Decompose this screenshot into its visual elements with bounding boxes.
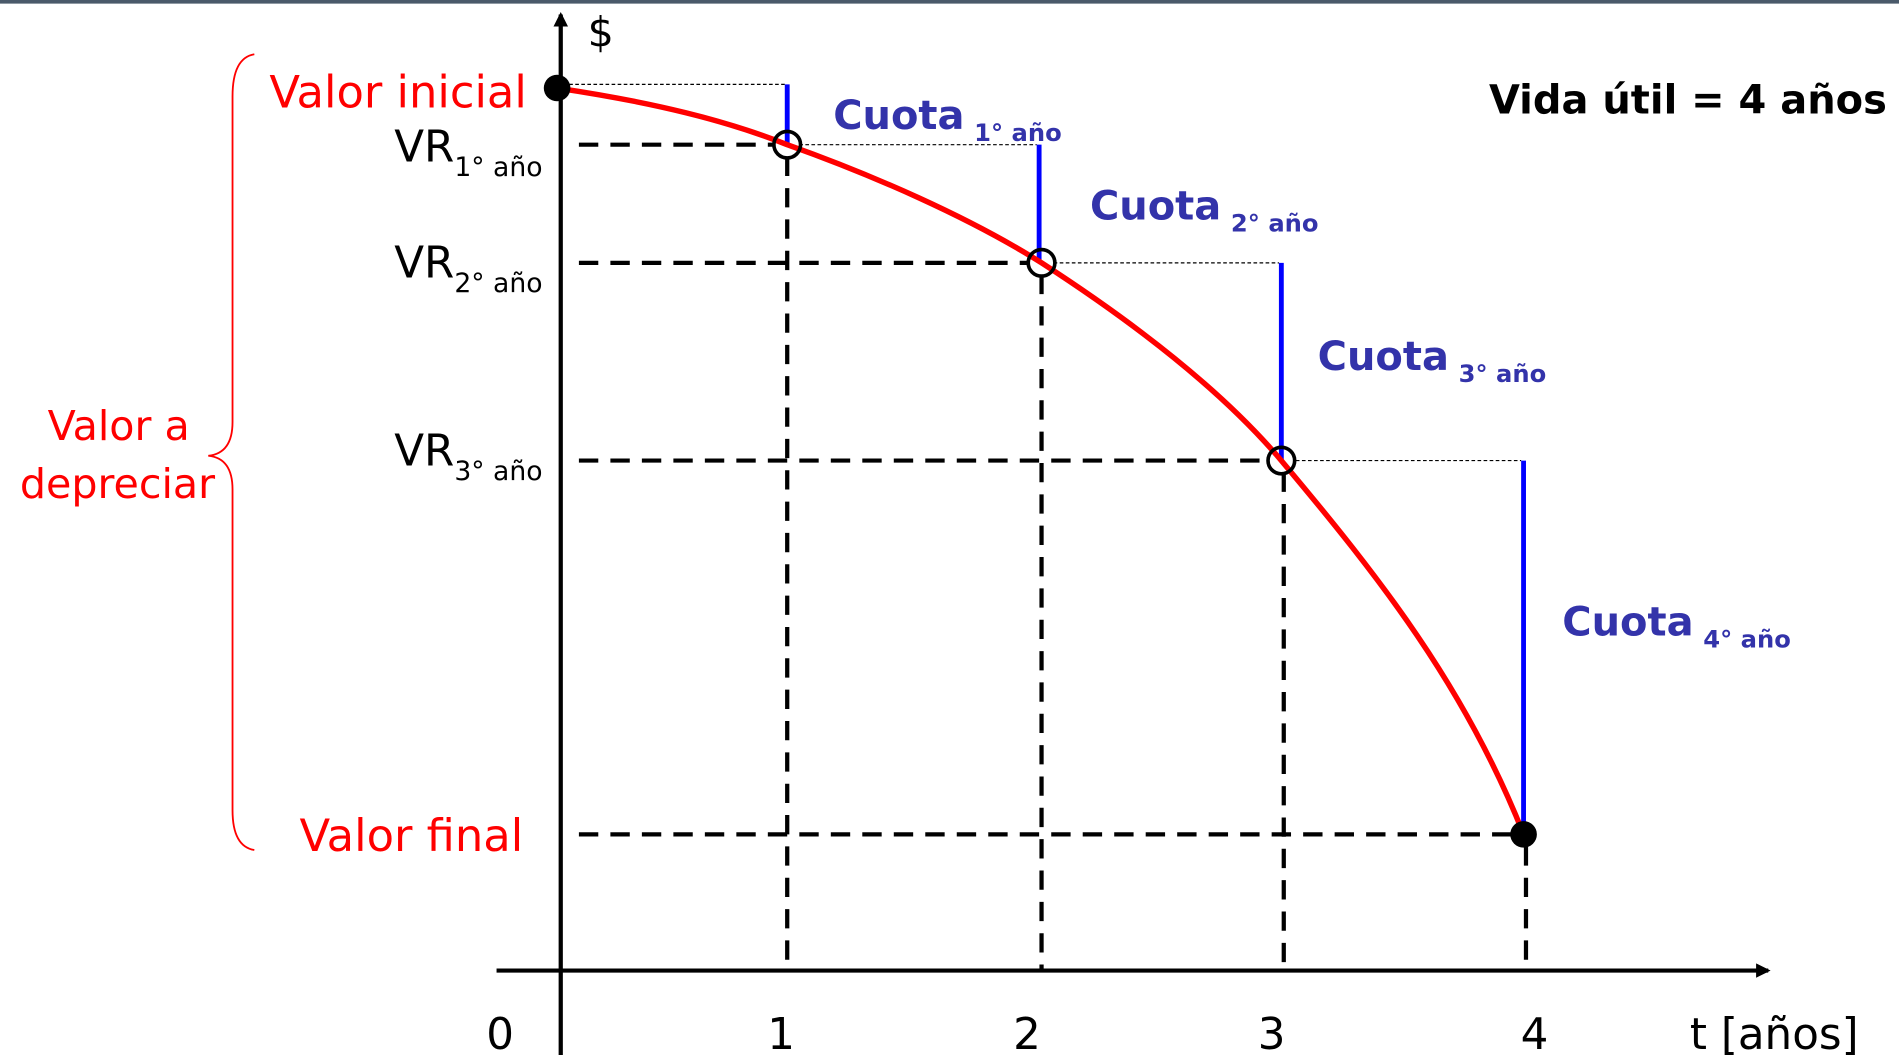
installment-sub: 3° año xyxy=(1459,360,1547,388)
point xyxy=(1266,445,1297,476)
guides xyxy=(578,142,1529,971)
installment-label: Cuota 1° año xyxy=(833,93,1062,147)
residual-label: VR3° año xyxy=(394,426,542,486)
x-tick-label: 3 xyxy=(1258,1010,1286,1060)
x-tick-label: 0 xyxy=(486,1010,514,1060)
x-tick-label: 1 xyxy=(767,1010,795,1060)
depreciate-label: depreciar xyxy=(20,460,215,508)
depreciate-label: Valor a xyxy=(48,402,190,450)
residual-sub: 3° año xyxy=(454,456,542,487)
installment-label: Cuota 2° año xyxy=(1090,184,1319,238)
installment-sub: 2° año xyxy=(1231,210,1319,238)
initial-label: Valor inicial xyxy=(269,65,526,118)
dotted-guides xyxy=(569,83,1522,462)
residual-base: VR xyxy=(394,238,454,288)
brace xyxy=(208,53,255,851)
installment-base: Cuota xyxy=(1562,599,1693,645)
residual-sub: 2° año xyxy=(454,268,542,299)
point xyxy=(1510,821,1537,848)
point xyxy=(1026,247,1057,278)
residual-sub: 1° año xyxy=(454,152,542,183)
x-tick-label: 4 xyxy=(1521,1010,1549,1060)
residual-label: VR2° año xyxy=(394,238,542,298)
residual-base: VR xyxy=(394,123,454,173)
x-tick-label: 2 xyxy=(1013,1010,1041,1060)
title: Vida útil = 4 años xyxy=(1489,77,1887,123)
residual-label: VR1° año xyxy=(394,123,542,183)
installment-label: Cuota 3° año xyxy=(1318,334,1547,388)
top-bar xyxy=(0,0,1899,4)
final-label: Valor final xyxy=(300,809,524,862)
installment-label: Cuota 4° año xyxy=(1562,599,1791,653)
installment-base: Cuota xyxy=(1090,184,1221,230)
point xyxy=(543,74,571,102)
residual-base: VR xyxy=(394,426,454,476)
y-axis-label: $ xyxy=(588,8,614,56)
installment-bars xyxy=(784,84,1526,835)
x-axis-label: t [años] xyxy=(1690,1010,1859,1060)
installment-base: Cuota xyxy=(1318,334,1449,380)
installment-sub: 4° año xyxy=(1703,626,1791,654)
installment-sub: 1° año xyxy=(974,119,1062,147)
installment-base: Cuota xyxy=(833,93,964,139)
value-curve xyxy=(556,85,1527,836)
point xyxy=(772,129,803,160)
